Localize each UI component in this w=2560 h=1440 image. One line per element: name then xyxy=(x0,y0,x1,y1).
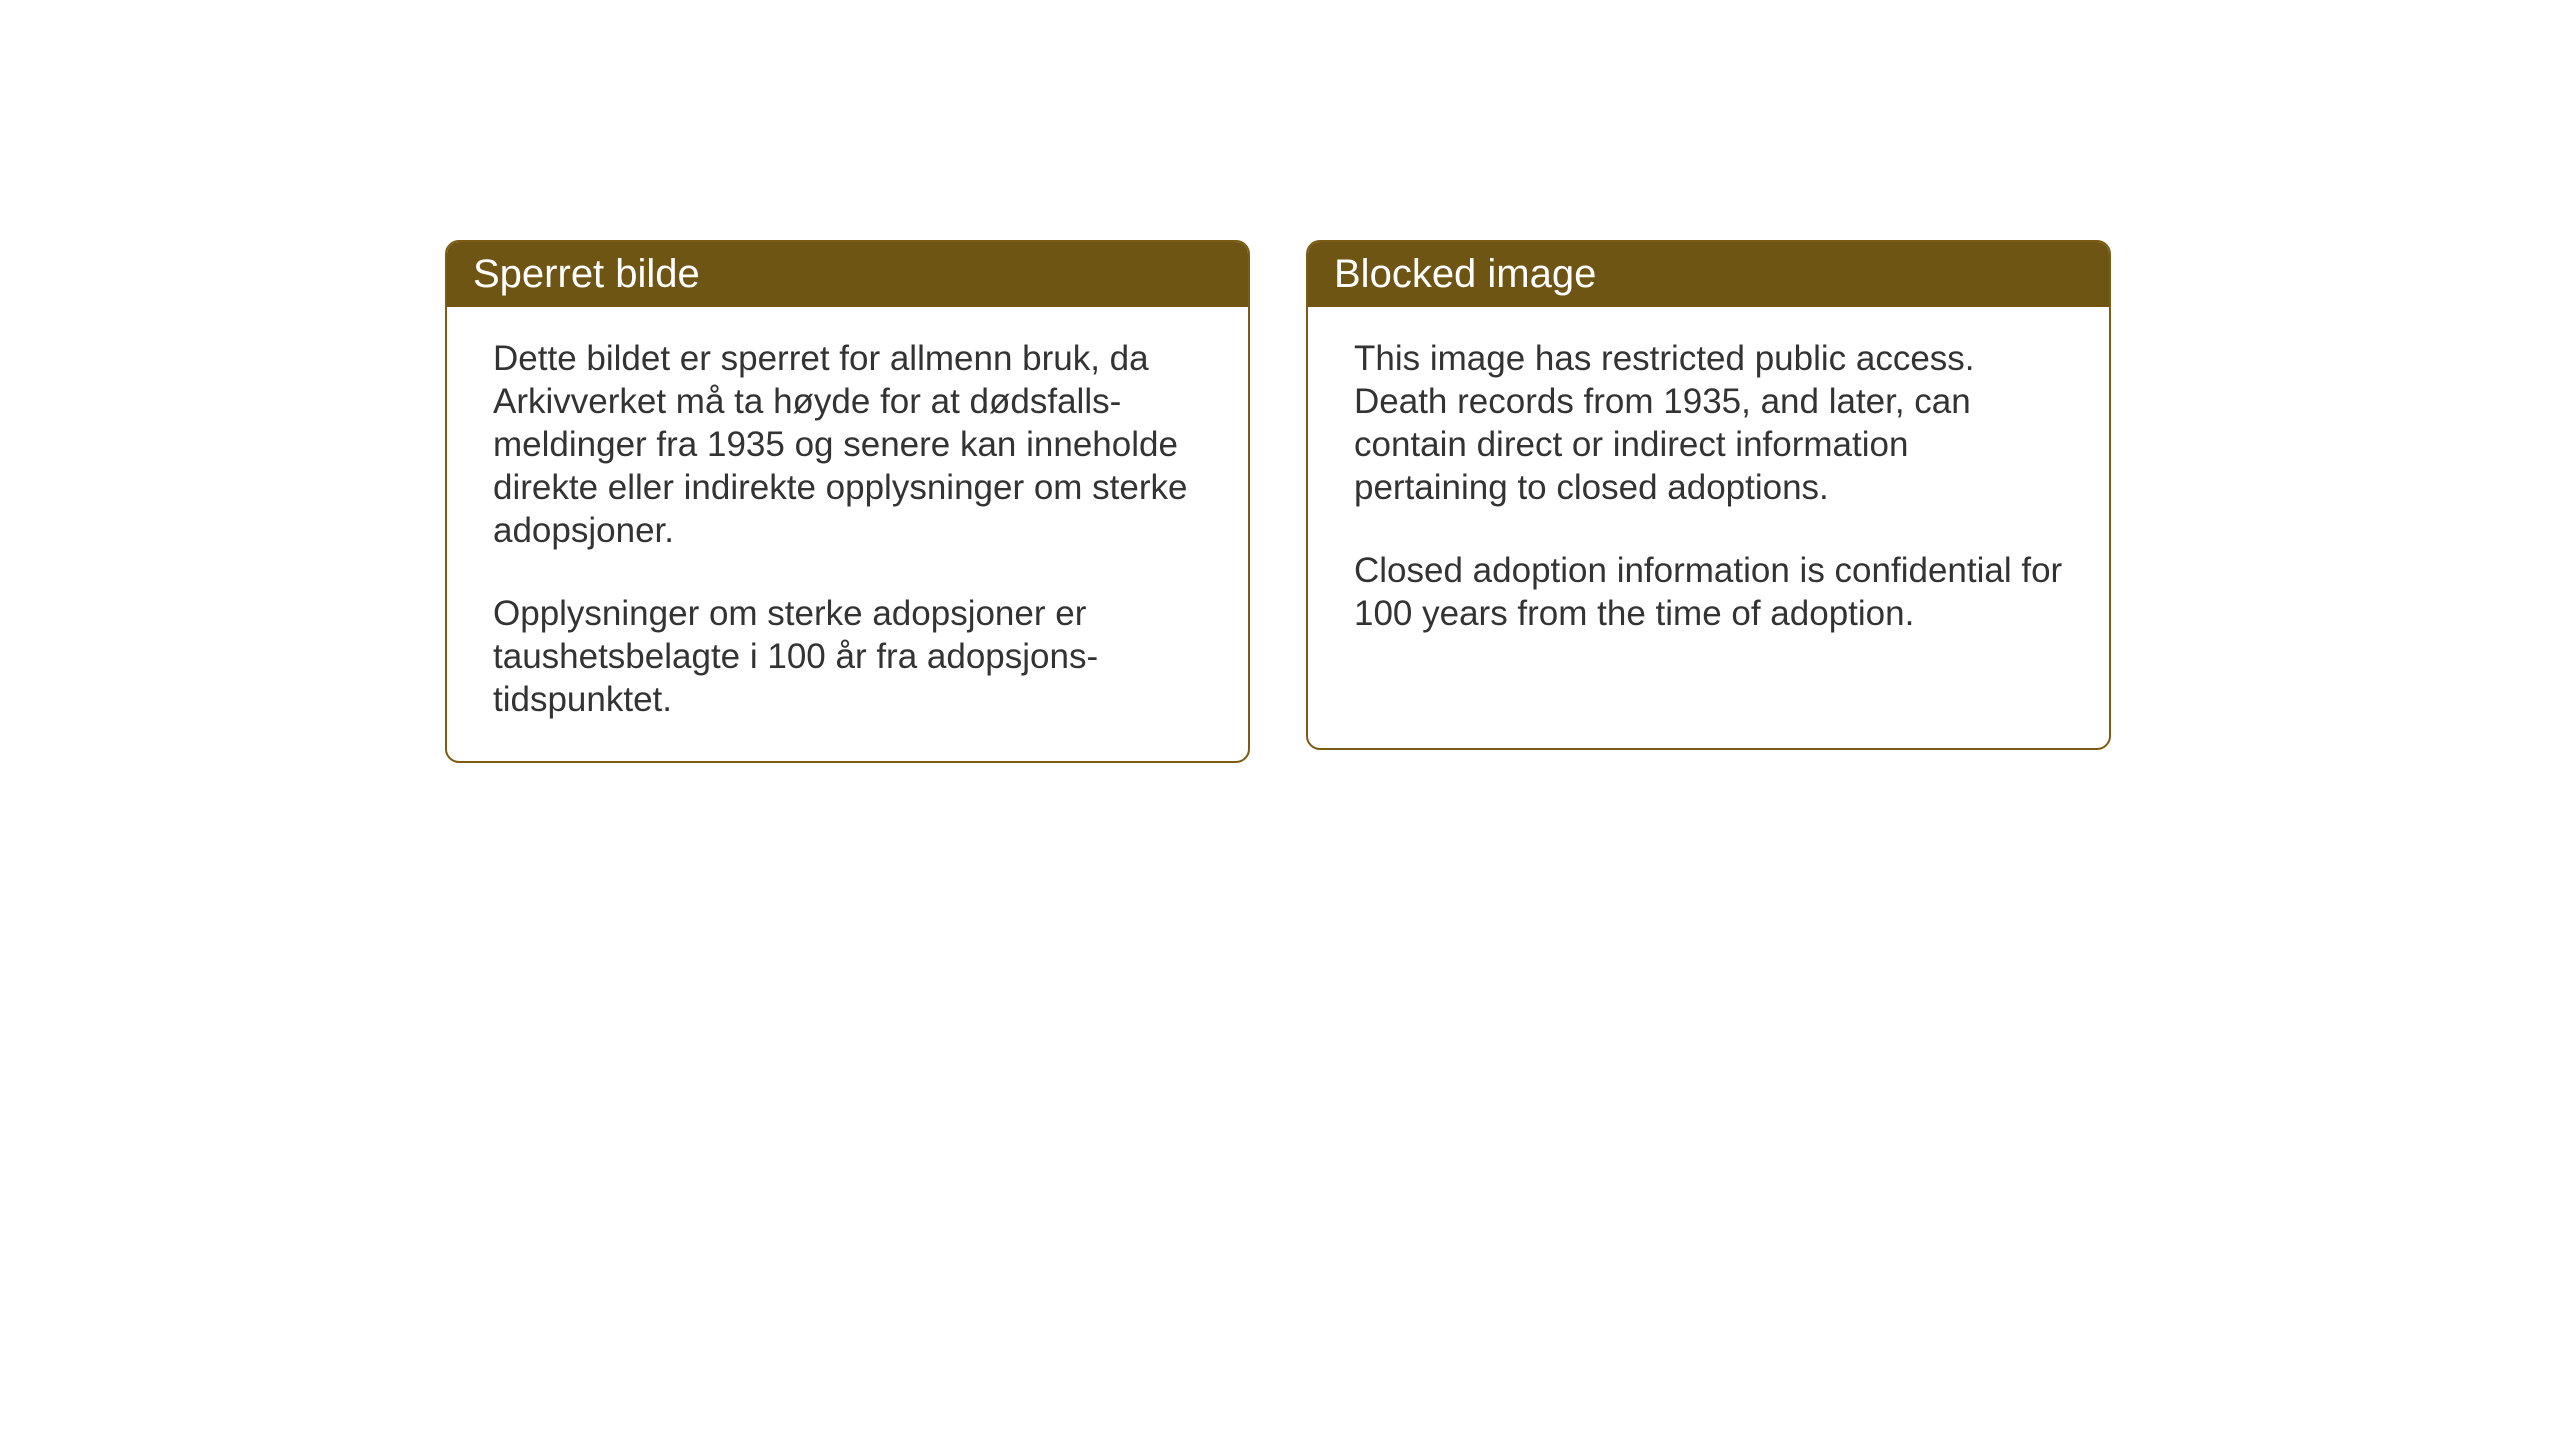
paragraph-english-2: Closed adoption information is confident… xyxy=(1354,549,2063,635)
card-header-english: Blocked image xyxy=(1308,242,2109,307)
cards-container: Sperret bilde Dette bildet er sperret fo… xyxy=(445,240,2111,763)
paragraph-norwegian-2: Opplysninger om sterke adopsjoner er tau… xyxy=(493,592,1202,721)
card-norwegian: Sperret bilde Dette bildet er sperret fo… xyxy=(445,240,1250,763)
card-body-norwegian: Dette bildet er sperret for allmenn bruk… xyxy=(447,307,1248,761)
card-english: Blocked image This image has restricted … xyxy=(1306,240,2111,750)
card-body-english: This image has restricted public access.… xyxy=(1308,307,2109,675)
paragraph-norwegian-1: Dette bildet er sperret for allmenn bruk… xyxy=(493,337,1202,552)
paragraph-english-1: This image has restricted public access.… xyxy=(1354,337,2063,509)
card-header-norwegian: Sperret bilde xyxy=(447,242,1248,307)
